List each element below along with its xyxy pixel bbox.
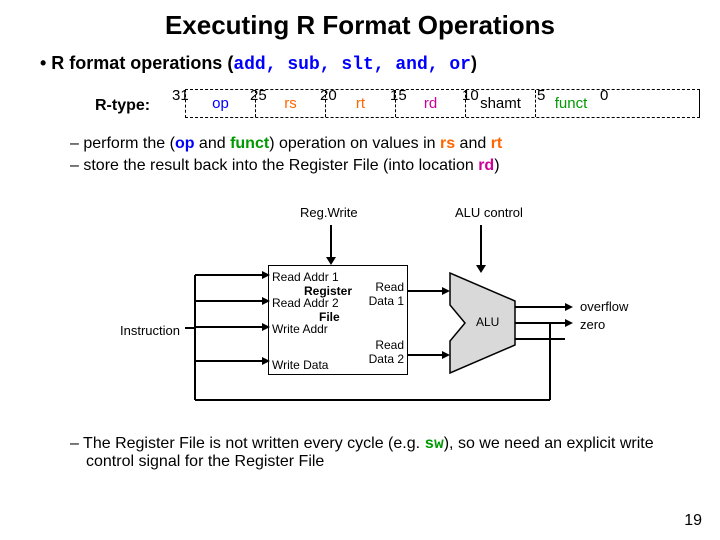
bullet-store: – store the result back into the Registe… bbox=[70, 157, 700, 175]
overflow-label: overflow bbox=[580, 299, 628, 314]
instruction-fields: op rs rt rd shamt funct bbox=[185, 89, 700, 118]
alu-label: ALU bbox=[476, 315, 499, 329]
page-title: Executing R Format Operations bbox=[20, 10, 700, 41]
page-number: 19 bbox=[684, 512, 702, 530]
bullet-perform: – perform the (op and funct) operation o… bbox=[70, 135, 700, 153]
regwrite-label: Reg.Write bbox=[300, 205, 358, 220]
circuit-diagram: Reg.Write ALU control Instruction Read A… bbox=[20, 195, 700, 435]
rtype-label: R-type: bbox=[95, 97, 150, 115]
main-bullet: • R format operations (add, sub, slt, an… bbox=[40, 53, 700, 75]
alucontrol-label: ALU control bbox=[455, 205, 523, 220]
register-file-box: Read Addr 1 Read Addr 2 Write Addr Write… bbox=[268, 265, 408, 375]
zero-label: zero bbox=[580, 317, 605, 332]
bullet-writeback: – The Register File is not written every… bbox=[70, 435, 700, 471]
instruction-label: Instruction bbox=[120, 323, 180, 338]
